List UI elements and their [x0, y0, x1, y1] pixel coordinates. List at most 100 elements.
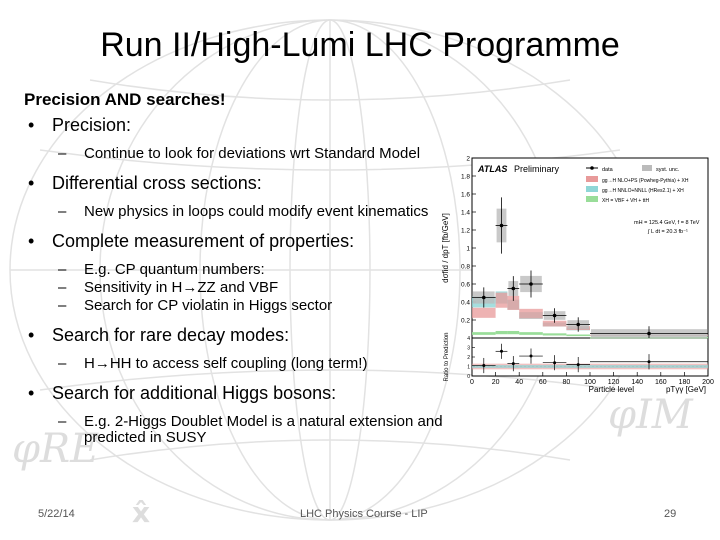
- sub-bullet: – E.g. 2-Higgs Doublet Model is a natural…: [24, 414, 444, 446]
- bullet-dot: •: [28, 173, 35, 193]
- dash-marker: –: [58, 279, 67, 296]
- ratio-hres-band: [519, 365, 543, 368]
- data-point: [576, 322, 580, 327]
- slide-title: Run II/High-Lumi LHC Programme: [100, 26, 620, 64]
- sub-bullet: – H→HH to access self coupling (long term…: [24, 356, 444, 372]
- x-tick-label: 140: [631, 379, 643, 386]
- powheg-band: [507, 295, 520, 310]
- bullet-text: Differential cross sections:: [52, 173, 262, 193]
- ratio-tick-label: 0: [467, 374, 470, 380]
- ratio-tick-label: 4: [467, 336, 470, 342]
- bullet-additional-higgs: • Search for additional Higgs bosons:: [24, 382, 444, 404]
- x-axis-ticks: 0 20 40 60 80 100 120 140 160 180 200: [470, 372, 714, 386]
- powheg-band: [519, 308, 543, 319]
- y-tick-label: 0.8: [461, 264, 470, 271]
- sub-bullet-text: New physics in loops could modify event …: [84, 203, 429, 220]
- xh-band: [566, 334, 590, 337]
- ratio-point: [511, 362, 515, 366]
- plot-canvas: 0.2 0.4 0.6 0.8 1 1.2 1.4 1.6 1.8 2 0 1 2 3 4 0 20 40 60…: [441, 156, 714, 395]
- powheg-band: [495, 292, 508, 308]
- x-hat-symbol: x̂: [132, 496, 150, 529]
- sub-bullet-text: E.g. 2-Higgs Doublet Model is a natural …: [84, 413, 443, 446]
- main-panel-frame: [471, 157, 709, 339]
- y-axis-label: dσfid / dpT [fb/GeV]: [441, 213, 450, 283]
- bullet-text: Complete measurement of properties:: [52, 231, 355, 251]
- bullet-differential: • Differential cross sections:: [24, 172, 444, 194]
- data-point: [552, 313, 557, 318]
- sub-bullet: – New physics in loops could modify event…: [24, 204, 444, 220]
- x-tick-label: 180: [679, 379, 691, 386]
- data-point: [647, 331, 651, 336]
- bullet-text: Search for additional Higgs bosons:: [52, 383, 337, 403]
- dash-marker: –: [58, 203, 67, 220]
- legend-data-dot: [590, 166, 594, 170]
- ratio-point: [647, 360, 651, 364]
- ratio-hres-band: [495, 365, 508, 368]
- data-point: [499, 223, 504, 228]
- sub-bullet-text: E.g. CP quantum numbers:: [84, 261, 265, 278]
- ratio-tick-label: 3: [467, 346, 470, 352]
- sub-bullet-text: Continue to look for deviations wrt Stan…: [84, 145, 421, 162]
- x-tick-label: 200: [702, 379, 714, 386]
- sub-bullet-text: Search for CP violatin in Higgs sector: [84, 297, 333, 314]
- x-tick-label: 120: [608, 379, 620, 386]
- y-tick-label: 0.6: [461, 282, 470, 289]
- x-tick-label: 80: [563, 379, 571, 386]
- status-label: Preliminary: [514, 164, 560, 174]
- bullet-rare-decays: • Search for rare decay modes:: [24, 324, 444, 346]
- slide-body: Precision AND searches! • Precision: – Con…: [24, 90, 444, 446]
- bullet-dot: •: [28, 231, 35, 251]
- legend-xh-swatch: [586, 196, 598, 202]
- x-axis-label: Particle level: [589, 385, 635, 394]
- info-line-2: ∫ L dt = 20.3 fb⁻¹: [647, 229, 688, 235]
- phi-re-symbol: φRE: [12, 426, 99, 472]
- slide-heading: Precision AND searches!: [24, 90, 226, 109]
- powheg-band: [472, 307, 496, 318]
- x-variable-label: pTγγ [GeV]: [666, 385, 706, 394]
- dash-marker: –: [58, 297, 67, 314]
- data-points: [472, 197, 708, 338]
- data-point: [482, 295, 486, 300]
- x-tick-label: 100: [584, 379, 596, 386]
- legend-powheg-swatch: [586, 176, 598, 182]
- xh-band: [495, 330, 508, 335]
- x-tick-label: 160: [655, 379, 667, 386]
- ratio-tick-label: 2: [467, 355, 470, 361]
- bullet-dot: •: [28, 383, 35, 403]
- y-tick-label: 1.2: [461, 228, 470, 235]
- x-tick-label: 60: [539, 379, 547, 386]
- ratio-axis-label: Ratio to Prediction: [444, 332, 450, 381]
- ratio-points: [472, 343, 708, 374]
- legend-syst-label: syst. unc.: [656, 167, 680, 173]
- sub-bullet-text: H→HH to access self coupling (long term!…: [84, 355, 368, 372]
- x-tick-label: 0: [470, 379, 474, 386]
- xh-band: [519, 332, 543, 335]
- xh-band: [507, 330, 520, 335]
- footer-page-number: 29: [664, 508, 677, 520]
- legend-data-label: data: [602, 167, 614, 173]
- x-tick-label: 20: [492, 379, 500, 386]
- dash-marker: –: [58, 261, 67, 278]
- legend: data syst. unc. gg→H NLO+PS (Powheg-Pyth…: [586, 165, 700, 235]
- xh-band: [472, 332, 496, 335]
- y-tick-label: 0.4: [461, 300, 470, 307]
- xh-band: [542, 333, 567, 336]
- bullet-dot: •: [28, 325, 35, 345]
- dash-marker: –: [58, 413, 67, 430]
- ratio-point: [500, 349, 503, 353]
- atlas-pt-plot: 0.2 0.4 0.6 0.8 1 1.2 1.4 1.6 1.8 2 0 1 2 3 4 0 20 40 60…: [438, 152, 716, 400]
- dash-marker: –: [58, 355, 67, 372]
- legend-hres-swatch: [586, 186, 598, 192]
- sub-bullet: – Continue to look for deviations wrt Sta…: [24, 146, 444, 162]
- y-tick-label: 1.8: [461, 174, 470, 181]
- ratio-point: [576, 363, 580, 367]
- x-tick-label: 40: [515, 379, 523, 386]
- ratio-point: [553, 361, 557, 365]
- bullet-text: Search for rare decay modes:: [52, 325, 290, 345]
- ratio-panel-frame: [471, 337, 709, 377]
- legend-hres-label: gg→H NNLO+NNLL (HRes2.1) + XH: [602, 188, 684, 194]
- dash-marker: –: [58, 145, 67, 162]
- sub-bullet: – Search for CP violatin in Higgs sector: [24, 298, 444, 314]
- ratio-point: [482, 364, 486, 368]
